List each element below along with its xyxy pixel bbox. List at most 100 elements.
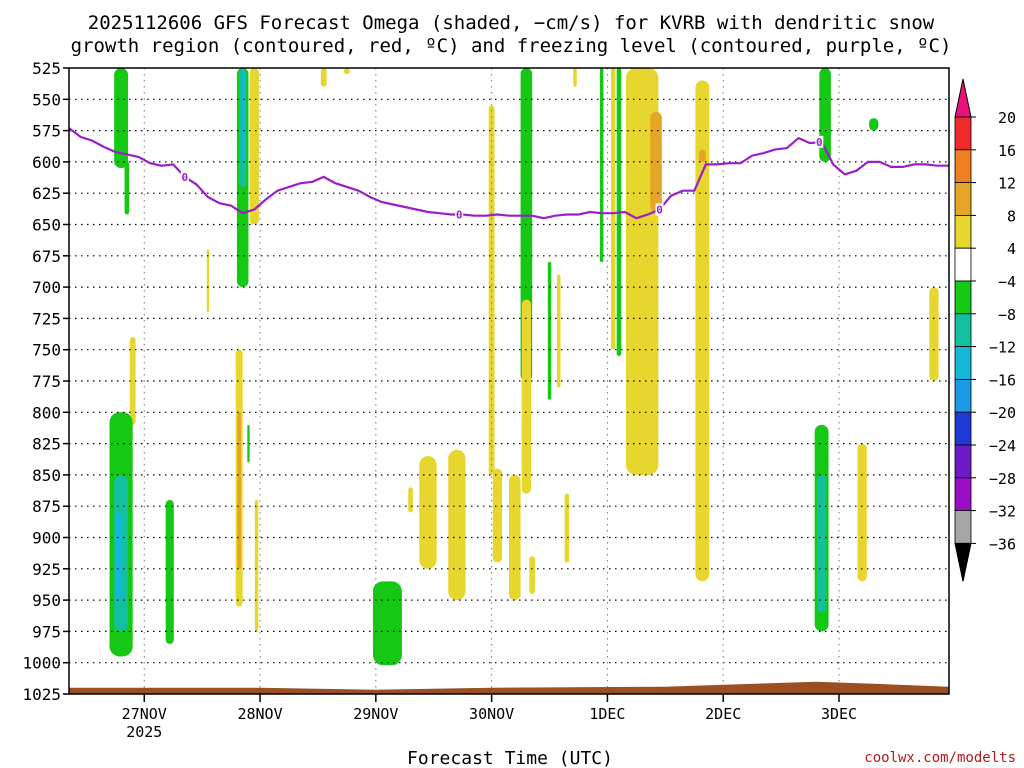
freezing-level-label: 0 xyxy=(656,203,663,216)
omega-region-21 xyxy=(448,449,466,601)
colorbar-swatch xyxy=(954,182,972,216)
colorbar: 20 16 12 8 4 −4 −8 −12 −16 −20 −24 −28 −32 −36 xyxy=(954,78,1016,582)
freezing-level-label: 0 xyxy=(816,136,823,149)
omega-region-1 xyxy=(124,161,130,215)
omega-region-2 xyxy=(129,337,136,425)
y-tick-label: 925 xyxy=(32,560,61,579)
y-tick-label: 600 xyxy=(32,153,61,172)
freezing-level-contour: 0 0 0 0 xyxy=(68,127,949,221)
omega-region-17 xyxy=(344,68,350,75)
y-tick-label: 850 xyxy=(32,466,61,485)
y-tick-label: 625 xyxy=(32,184,61,203)
omega-region-33 xyxy=(610,68,616,350)
omega-region-30 xyxy=(573,68,577,87)
omega-region-16 xyxy=(320,68,327,87)
colorbar-swatch xyxy=(954,510,972,544)
colorbar-swatch xyxy=(954,411,972,446)
colorbar-swatch xyxy=(954,378,972,413)
colorbar-label: −24 xyxy=(989,437,1016,455)
freezing-level-label: 0 xyxy=(456,208,463,221)
colorbar-label: −36 xyxy=(989,535,1016,553)
colorbar-label: 4 xyxy=(1007,240,1016,258)
colorbar-swatch xyxy=(954,214,972,249)
omega-region-14 xyxy=(247,424,250,463)
omega-region-38 xyxy=(698,149,706,162)
omega-region-13 xyxy=(237,412,241,569)
colorbar-label: 8 xyxy=(1007,207,1016,225)
colorbar-label: 16 xyxy=(998,142,1016,160)
omega-region-18 xyxy=(372,581,402,666)
freezing-level-label: 0 xyxy=(181,171,188,184)
x-tick-label: 30NOV xyxy=(469,705,514,723)
omega-region-43 xyxy=(857,443,867,582)
colorbar-swatch xyxy=(954,346,972,380)
colorbar-bottom-arrow xyxy=(954,542,972,582)
y-tick-label: 525 xyxy=(32,59,61,78)
y-axis-ticks: 525 550 575 600 625 650 675 700 725 750 775 800 825 8… xyxy=(22,59,69,704)
y-tick-label: 975 xyxy=(32,622,61,641)
freezing-label-bg xyxy=(180,170,189,183)
omega-region-0 xyxy=(114,68,129,169)
x-tick-label: 2DEC xyxy=(705,705,741,723)
surface-fill xyxy=(69,681,949,694)
y-tick-label: 650 xyxy=(32,216,61,235)
colorbar-swatch xyxy=(954,444,972,479)
x-axis-label: Forecast Time (UTC) xyxy=(407,748,613,768)
colorbar-swatch xyxy=(954,247,972,282)
omega-region-5 xyxy=(115,512,123,601)
colorbar-label: −28 xyxy=(989,470,1016,488)
x-tick-label: 3DEC xyxy=(821,705,857,723)
credit-text[interactable]: coolwx.com/modelts xyxy=(864,750,1016,766)
colorbar-label: −12 xyxy=(989,339,1016,357)
omega-region-40 xyxy=(869,118,879,131)
freezing-label-bg xyxy=(455,208,464,221)
y-tick-label: 775 xyxy=(32,372,61,391)
omega-region-7 xyxy=(206,249,210,313)
surface-terrain xyxy=(69,681,949,694)
colorbar-label: −8 xyxy=(998,306,1016,324)
y-tick-label: 950 xyxy=(32,591,61,610)
omega-region-20 xyxy=(419,456,437,569)
omega-region-42 xyxy=(817,474,827,613)
y-tick-label: 750 xyxy=(32,341,61,360)
y-tick-label: 725 xyxy=(32,309,61,328)
colorbar-label: −16 xyxy=(989,371,1016,389)
y-tick-label: 550 xyxy=(32,90,61,109)
y-tick-label: 1000 xyxy=(22,654,61,673)
omega-region-29 xyxy=(557,274,561,388)
y-tick-label: 800 xyxy=(32,403,61,422)
y-tick-label: 875 xyxy=(32,497,61,516)
colorbar-label: 12 xyxy=(998,175,1016,193)
colorbar-swatch xyxy=(954,116,972,151)
grid-lines xyxy=(69,68,949,694)
colorbar-label: −32 xyxy=(989,503,1016,521)
y-tick-label: 700 xyxy=(32,278,61,297)
colorbar-label: 20 xyxy=(998,109,1016,127)
colorbar-swatch xyxy=(954,477,972,511)
x-tick-label: 1DEC xyxy=(589,705,625,723)
omega-region-36 xyxy=(650,111,662,212)
freezing-level-line xyxy=(68,127,949,220)
colorbar-label: −20 xyxy=(989,404,1016,422)
omega-region-25 xyxy=(521,299,531,494)
omega-region-27 xyxy=(529,556,536,594)
y-tick-label: 575 xyxy=(32,122,61,141)
omega-region-26 xyxy=(509,474,521,601)
omega-region-23 xyxy=(492,468,503,563)
chart-title-line1: 2025112606 GFS Forecast Omega (shaded, −… xyxy=(88,12,935,34)
y-tick-label: 1025 xyxy=(22,685,61,704)
freezing-label-bg xyxy=(815,135,824,148)
omega-region-11 xyxy=(249,68,259,225)
colorbar-label: −4 xyxy=(998,273,1016,291)
colorbar-swatch xyxy=(954,149,972,184)
freezing-label-bg xyxy=(655,203,664,216)
y-tick-label: 825 xyxy=(32,435,61,454)
omega-region-31 xyxy=(564,493,570,563)
omega-region-6 xyxy=(165,499,174,644)
colorbar-swatch xyxy=(954,280,972,315)
x-tick-label: 29NOV xyxy=(353,705,398,723)
colorbar-top-arrow xyxy=(954,78,972,118)
omega-region-10 xyxy=(242,74,246,162)
